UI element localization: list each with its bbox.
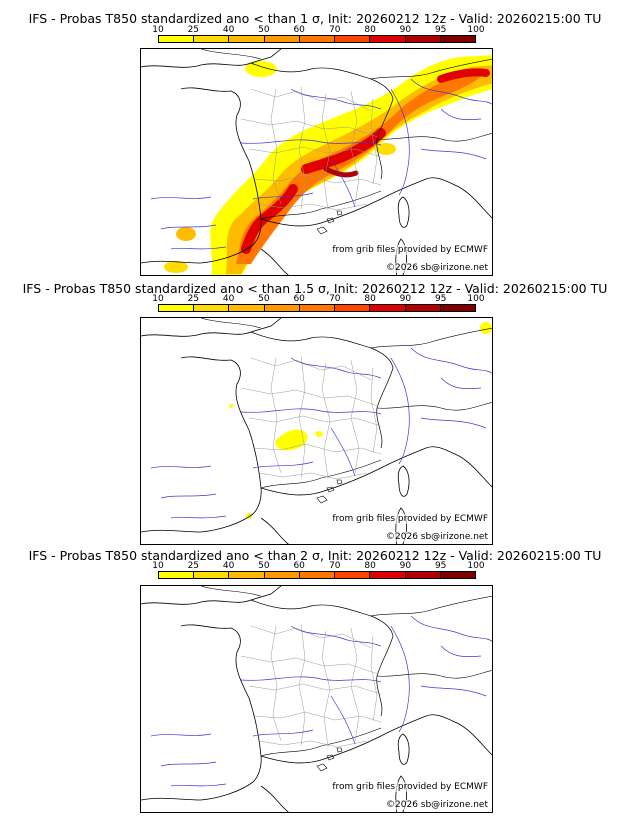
tick-label: 10: [152, 294, 164, 304]
tick-label: 100: [467, 25, 485, 35]
tick-label: 25: [187, 25, 200, 35]
tick-label: 40: [222, 561, 235, 571]
credit-copyright: ©2026 sb@irizone.net: [386, 532, 488, 542]
colorbar-swatch: [299, 36, 336, 42]
tick-label: 80: [364, 294, 376, 304]
colorbar-swatch: [159, 36, 195, 42]
credit-copyright: ©2026 sb@irizone.net: [386, 263, 488, 273]
tick-label: 95: [434, 561, 447, 571]
panel-3-title: IFS - Probas T850 standardized ano < tha…: [28, 548, 602, 563]
tick-label: 25: [187, 294, 200, 304]
colorbar-swatch: [440, 305, 475, 311]
tick-label: 60: [293, 25, 305, 35]
colorbar-swatch: [194, 305, 230, 311]
colorbar-1-ticks: 10 25 40 50 60 70 80 90 95 100: [152, 25, 484, 35]
colorbar-swatch: [405, 36, 441, 42]
colorbar-swatch: [264, 36, 300, 42]
colorbar-3: [158, 571, 476, 579]
tick-label: 100: [467, 294, 485, 304]
colorbar-swatch: [440, 572, 475, 578]
colorbar-swatch: [159, 572, 195, 578]
colorbar-3-ticks: 10 25 40 50 60 70 80 90 95 100: [152, 561, 484, 571]
colorbar-swatch: [405, 305, 441, 311]
tick-label: 60: [293, 561, 305, 571]
colorbar-2-ticks: 10 25 40 50 60 70 80 90 95 100: [152, 294, 484, 304]
panel-1-title: IFS - Probas T850 standardized ano < tha…: [28, 11, 602, 26]
colorbar-swatch: [405, 572, 441, 578]
colorbar-swatch: [370, 572, 406, 578]
colorbar-swatch: [264, 572, 300, 578]
colorbar-swatch: [335, 305, 371, 311]
colorbar-swatch: [299, 572, 336, 578]
tick-label: 25: [187, 561, 200, 571]
tick-label: 70: [329, 294, 341, 304]
tick-label: 10: [152, 561, 164, 571]
colorbar-swatch: [194, 572, 230, 578]
tick-label: 10: [152, 25, 164, 35]
credit-source: from grib files provided by ECMWF: [332, 245, 488, 255]
colorbar-swatch: [264, 305, 300, 311]
credit-copyright: ©2026 sb@irizone.net: [386, 800, 488, 810]
colorbar-2: [158, 304, 476, 312]
tick-label: 100: [467, 561, 485, 571]
colorbar-swatch: [194, 36, 230, 42]
tick-label: 90: [399, 294, 412, 304]
panel-2-title: IFS - Probas T850 standardized ano < tha…: [22, 281, 608, 296]
tick-label: 50: [258, 561, 270, 571]
colorbar-1: [158, 35, 476, 43]
tick-label: 40: [222, 25, 235, 35]
colorbar-swatch: [370, 36, 406, 42]
colorbar-swatch: [335, 36, 371, 42]
tick-label: 95: [434, 25, 447, 35]
credit-source: from grib files provided by ECMWF: [332, 514, 488, 524]
colorbar-swatch: [299, 305, 336, 311]
colorbar-swatch: [440, 36, 475, 42]
tick-label: 95: [434, 294, 447, 304]
colorbar-swatch: [229, 305, 265, 311]
tick-label: 70: [329, 561, 341, 571]
tick-label: 80: [364, 561, 376, 571]
tick-label: 60: [293, 294, 305, 304]
probability-field: [164, 55, 492, 275]
colorbar-swatch: [335, 572, 371, 578]
map-2: from grib files provided by ECMWF ©2026 …: [140, 317, 493, 545]
tick-label: 80: [364, 25, 376, 35]
tick-label: 90: [399, 25, 412, 35]
credit-source: from grib files provided by ECMWF: [332, 782, 488, 792]
colorbar-swatch: [229, 36, 265, 42]
map-3: from grib files provided by ECMWF ©2026 …: [140, 585, 493, 813]
tick-label: 90: [399, 561, 412, 571]
colorbar-swatch: [229, 572, 265, 578]
tick-label: 70: [329, 25, 341, 35]
map-1: from grib files provided by ECMWF ©2026 …: [140, 48, 493, 276]
colorbar-swatch: [159, 305, 195, 311]
tick-label: 50: [258, 25, 270, 35]
tick-label: 50: [258, 294, 270, 304]
tick-label: 40: [222, 294, 235, 304]
colorbar-swatch: [370, 305, 406, 311]
